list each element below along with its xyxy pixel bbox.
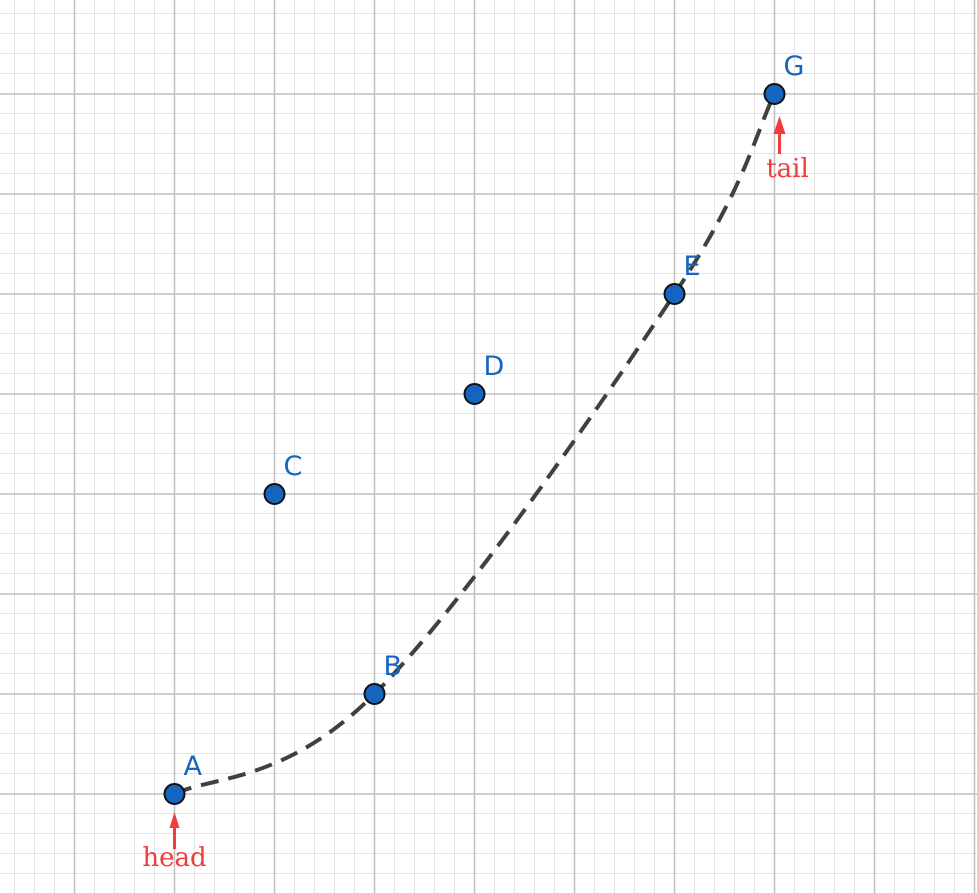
tail-label: tail — [766, 154, 809, 184]
tail-annotation: tail — [766, 116, 809, 184]
point-label-d: D — [484, 351, 505, 382]
point-d — [463, 383, 486, 405]
point-label-a: A — [184, 751, 203, 782]
head-arrow — [169, 812, 180, 849]
head-annotation: head — [142, 812, 207, 873]
point-e — [663, 283, 686, 305]
point-label-c: C — [284, 451, 303, 482]
point-b — [363, 683, 386, 705]
point-g — [763, 83, 786, 105]
point-label-b: B — [384, 651, 403, 682]
tail-arrow — [773, 116, 786, 154]
points-layer: A B C D E G — [163, 51, 805, 805]
point-a — [163, 783, 186, 805]
head-label: head — [142, 843, 206, 873]
point-label-e: E — [684, 251, 701, 282]
point-label-g: G — [784, 51, 805, 82]
dashed-path — [173, 93, 777, 796]
point-c — [263, 483, 286, 505]
